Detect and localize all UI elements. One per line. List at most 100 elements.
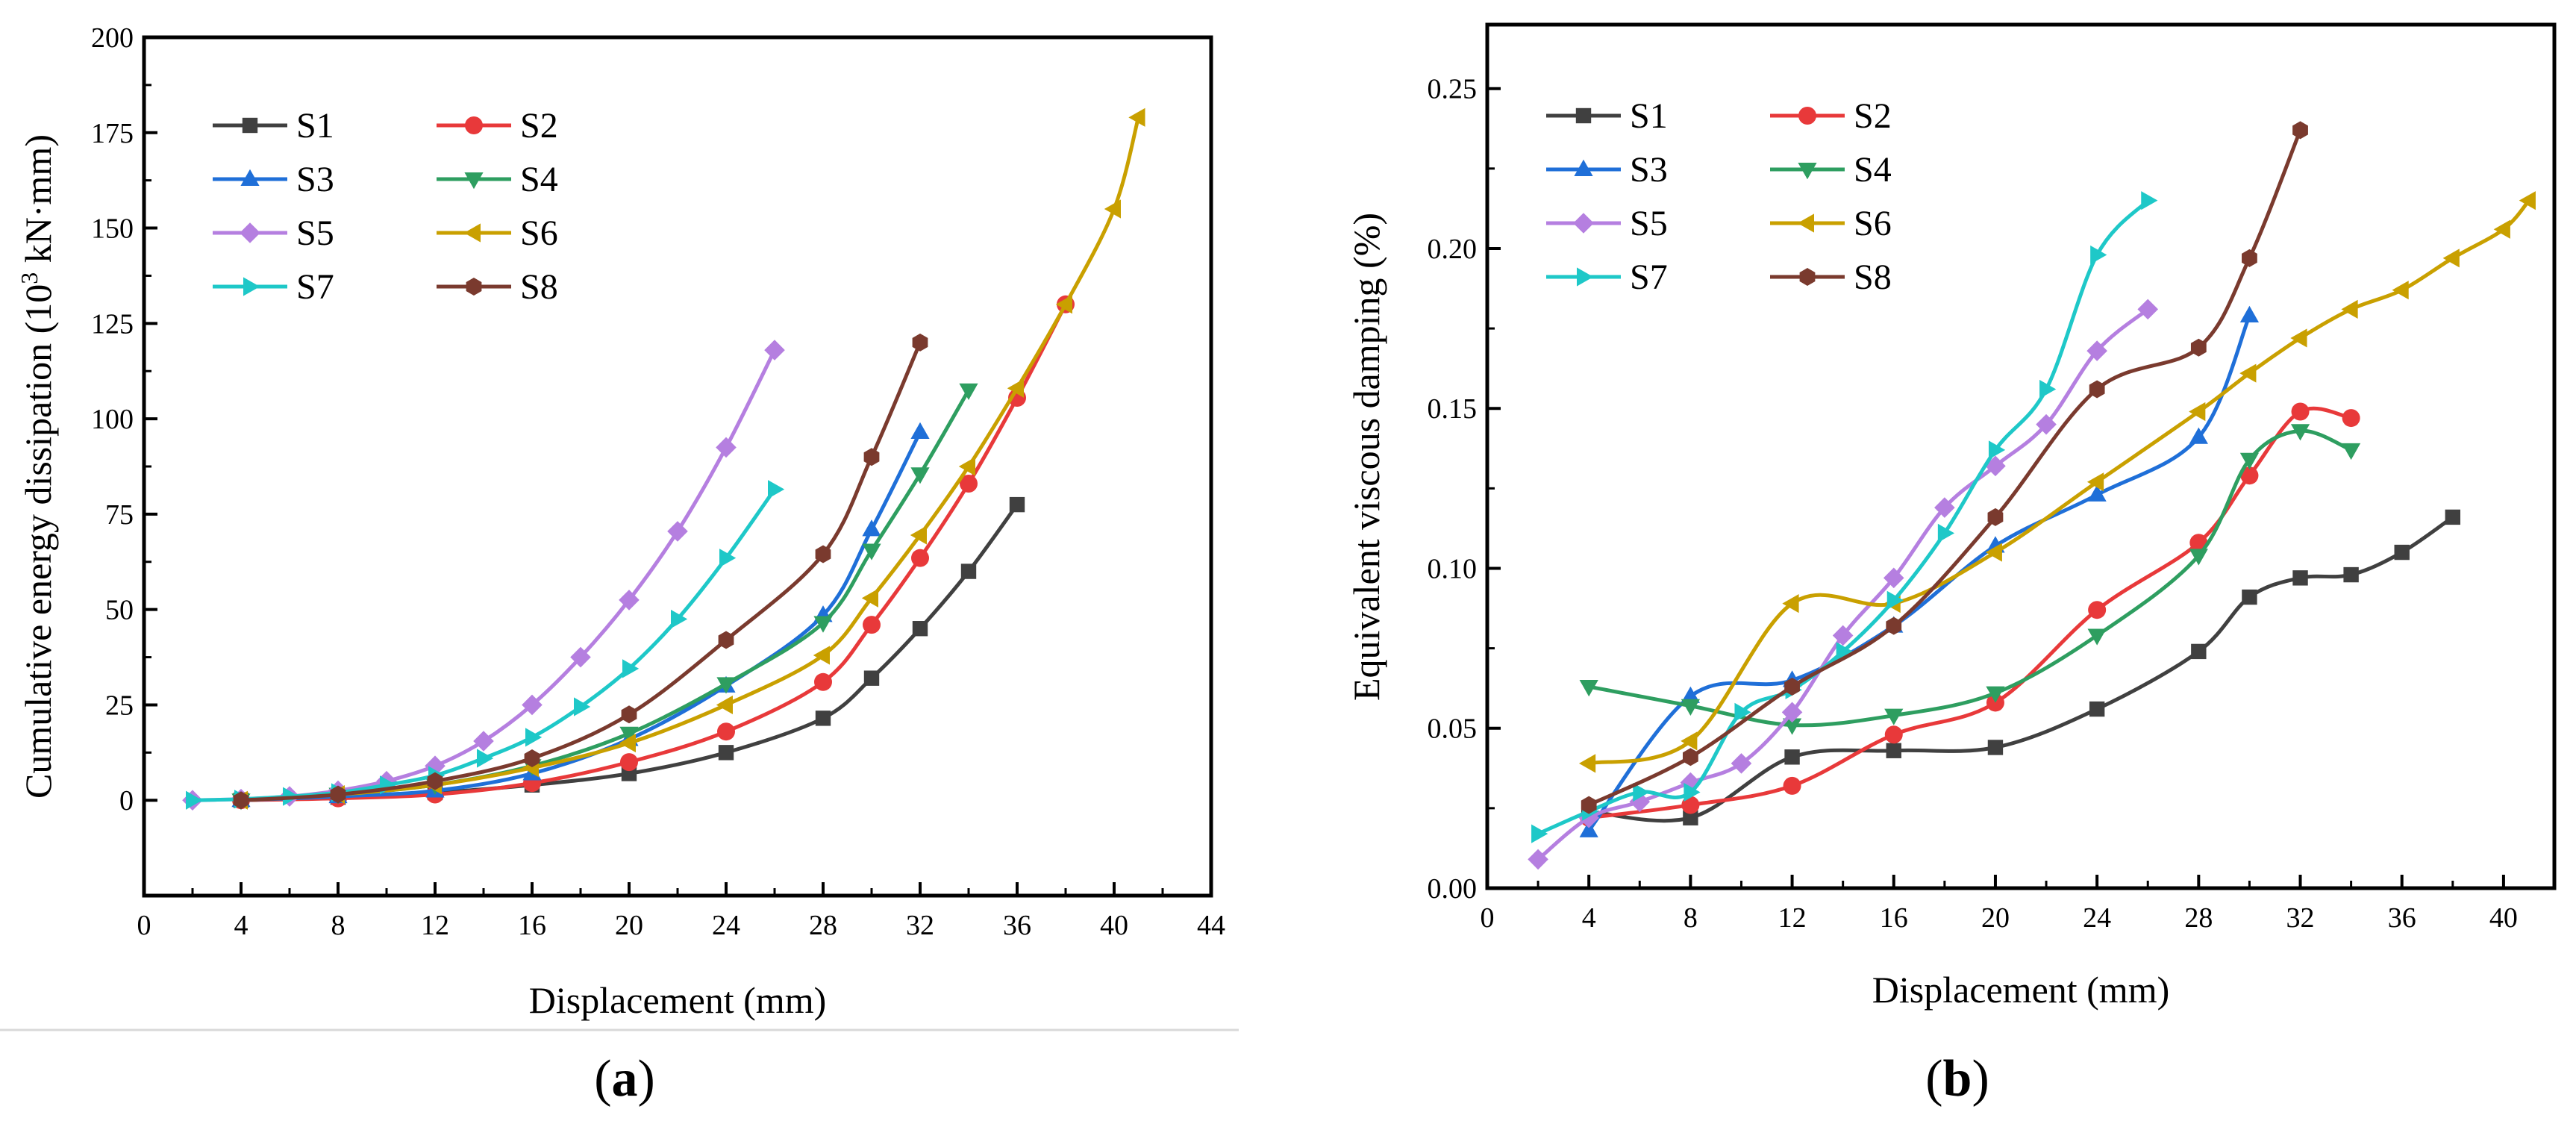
- caption-b: (b): [1925, 1050, 1989, 1108]
- data-point-s5: [1731, 753, 1752, 774]
- legend-label: S3: [296, 160, 334, 199]
- legend-label: S3: [1630, 150, 1668, 190]
- legend-label: S7: [296, 267, 334, 307]
- x-tick-label: 20: [615, 910, 643, 941]
- data-point-s4: [1884, 708, 1904, 725]
- legend-entry-s1: S1: [213, 106, 334, 146]
- data-point-s7: [1531, 824, 1548, 843]
- caption-a: (a): [594, 1050, 655, 1108]
- data-point-s5: [570, 646, 591, 668]
- y-tick-label: 0.15: [1428, 393, 1478, 425]
- data-point-s1: [1784, 749, 1800, 765]
- y-tick-label: 0.25: [1428, 74, 1478, 105]
- series-s7: [1531, 191, 2158, 843]
- data-point-s7: [719, 549, 737, 568]
- data-point-s2: [1783, 776, 1801, 795]
- legend-entry-s3: S3: [1546, 150, 1668, 190]
- data-point-s5: [764, 340, 785, 360]
- data-point-s5: [1985, 455, 2006, 477]
- data-point-s4: [2342, 443, 2361, 460]
- legend-marker: [465, 116, 483, 134]
- data-point-s2: [2088, 601, 2107, 619]
- data-point-s8: [815, 545, 831, 563]
- data-point-s2: [620, 753, 638, 772]
- data-point-s1: [1987, 740, 2004, 755]
- x-tick-label: 0: [1481, 902, 1495, 934]
- legend-marker: [243, 277, 260, 296]
- legend-marker: [1573, 213, 1594, 234]
- legend-entry-s2: S2: [437, 106, 558, 146]
- data-point-s6: [2442, 249, 2460, 268]
- plot-frame-b: [1485, 22, 2557, 890]
- y-tick-label: 0.10: [1428, 553, 1478, 584]
- data-point-s1: [2343, 566, 2359, 583]
- series-layer-b: [1528, 121, 2536, 870]
- data-point-s2: [2342, 409, 2360, 428]
- series-s8: [1581, 121, 2308, 814]
- data-point-s1: [1886, 743, 1901, 758]
- y-tick-label: 0.00: [1428, 873, 1478, 905]
- data-point-s1: [815, 711, 831, 726]
- data-point-s5: [522, 694, 543, 716]
- x-tick-label: 24: [2083, 902, 2111, 934]
- x-tick-label: 40: [1100, 910, 1128, 941]
- y-tick-label: 25: [105, 690, 134, 721]
- data-point-s1: [912, 621, 928, 637]
- data-point-s6: [2239, 363, 2257, 383]
- data-point-s2: [1681, 796, 1700, 814]
- data-point-s8: [2292, 121, 2308, 140]
- data-point-s4: [1681, 699, 1700, 716]
- y-tick-label: 150: [91, 213, 134, 245]
- x-tick-label: 12: [1778, 902, 1807, 934]
- legend-entry-s4: S4: [1770, 150, 1892, 190]
- data-point-s6: [2189, 402, 2206, 422]
- legend-entry-s6: S6: [1770, 204, 1892, 243]
- data-point-s2: [2291, 402, 2310, 421]
- x-tick-label: 16: [1880, 902, 1908, 934]
- data-point-s7: [1937, 523, 1955, 543]
- x-tick-label: 32: [2286, 902, 2315, 934]
- legend-marker: [240, 222, 260, 243]
- y-tick-label: 0.20: [1428, 234, 1478, 265]
- y-axis-label-b: Equivalent viscous damping (%): [1345, 213, 1387, 701]
- series-s6: [1578, 191, 2536, 773]
- data-point-s4: [716, 677, 736, 694]
- series-line-s8: [240, 341, 922, 802]
- data-point-s2: [1884, 725, 1903, 744]
- data-point-s5: [425, 755, 446, 777]
- data-point-s1: [2394, 544, 2410, 561]
- y-tick-label: 200: [91, 22, 134, 54]
- y-tick-label: 75: [105, 499, 134, 531]
- data-point-s8: [1581, 796, 1597, 814]
- data-point-s5: [619, 590, 640, 611]
- series-line-s2: [240, 303, 1068, 802]
- data-point-s6: [1128, 107, 1145, 127]
- data-point-s6: [910, 525, 927, 545]
- data-point-s1: [2089, 701, 2105, 717]
- data-point-s8: [2242, 249, 2257, 267]
- y-tick-label: 0.05: [1428, 714, 1478, 745]
- legend-entry-s4: S4: [437, 160, 558, 199]
- data-point-s5: [667, 521, 688, 542]
- data-point-s1: [2242, 589, 2257, 605]
- series-line-s4: [1588, 428, 2352, 728]
- legend-label: S2: [1854, 96, 1892, 136]
- y-tick-label: 50: [105, 595, 134, 626]
- data-point-s8: [863, 448, 880, 466]
- legend-marker: [1577, 267, 1594, 287]
- legend-entry-s7: S7: [213, 267, 334, 307]
- data-point-s3: [2239, 305, 2260, 322]
- data-point-s7: [671, 609, 688, 629]
- data-point-s7: [477, 749, 494, 768]
- series-s3: [231, 422, 930, 808]
- data-point-s6: [1782, 594, 1799, 613]
- legend-label: S4: [520, 160, 558, 199]
- legend-marker: [1798, 107, 1816, 125]
- axis-ticks-a: 0 4 8 12 16 20 24 28 32 36 40 44 0 25 50 75 100 125 150 175…: [91, 22, 1225, 941]
- legend-entry-s1: S1: [1546, 96, 1668, 136]
- caption-a-letter: a: [612, 1050, 638, 1108]
- legend-entry-s7: S7: [1546, 257, 1668, 297]
- data-point-s6: [813, 646, 830, 665]
- data-point-s3: [1681, 686, 1700, 703]
